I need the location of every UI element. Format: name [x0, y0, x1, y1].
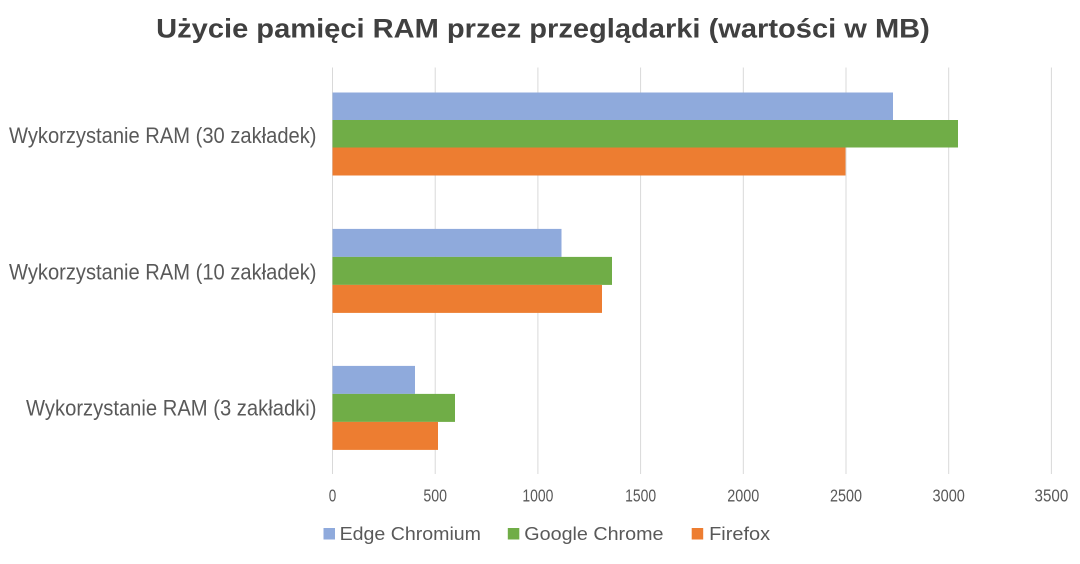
svg-text:3500: 3500	[1035, 486, 1069, 506]
svg-text:Edge Chromium: Edge Chromium	[340, 524, 481, 544]
svg-text:Użycie pamięci RAM przez przeg: Użycie pamięci RAM przez przeglądarki (w…	[156, 14, 930, 44]
svg-text:3000: 3000	[933, 486, 966, 506]
svg-text:Wykorzystanie RAM (30 zakładek: Wykorzystanie RAM (30 zakładek)	[9, 123, 317, 148]
svg-text:0: 0	[329, 486, 337, 506]
svg-text:1000: 1000	[522, 486, 553, 506]
svg-text:Wykorzystanie RAM (10 zakładek: Wykorzystanie RAM (10 zakładek)	[9, 259, 317, 284]
svg-text:1500: 1500	[625, 486, 656, 506]
svg-text:2500: 2500	[830, 486, 862, 506]
svg-text:Wykorzystanie RAM (3 zakładki): Wykorzystanie RAM (3 zakładki)	[26, 396, 317, 421]
svg-text:500: 500	[423, 486, 447, 506]
svg-text:2000: 2000	[727, 486, 759, 506]
svg-text:Firefox: Firefox	[709, 524, 770, 544]
svg-text:Google Chrome: Google Chrome	[524, 524, 663, 544]
